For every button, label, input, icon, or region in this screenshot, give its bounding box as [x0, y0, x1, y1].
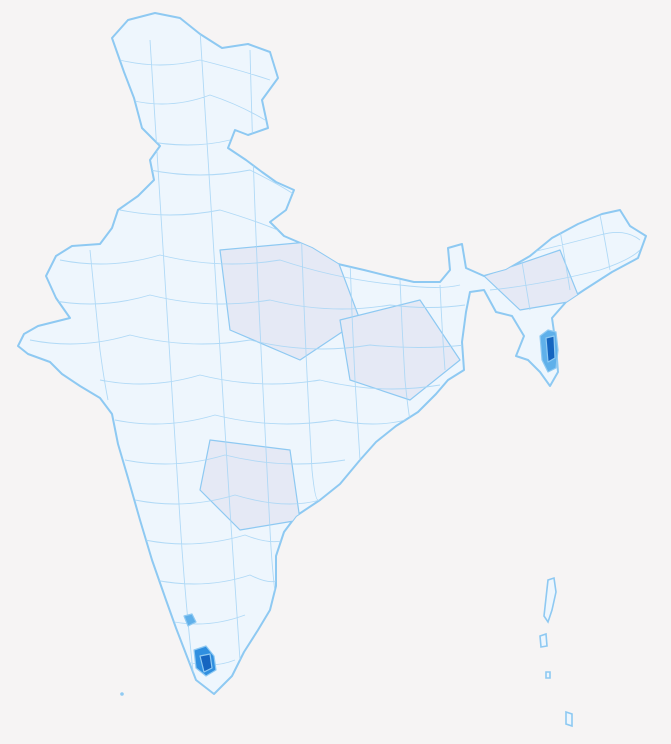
district-grid: [29, 29, 641, 691]
district-fills: [199, 239, 581, 531]
nicobar-islet-1: [545, 671, 551, 679]
andaman-islands: [543, 576, 557, 624]
south-kerala-minor: [183, 613, 197, 627]
andaman-islet: [539, 632, 548, 648]
lakshadweep-dot: [120, 692, 124, 696]
district-borders: [29, 29, 641, 691]
mainland-outline: [17, 12, 647, 695]
islands: [120, 576, 573, 728]
hotspots: [183, 329, 559, 677]
south-kerala-hotspot-core: [199, 653, 213, 673]
region-east-low: [339, 299, 461, 401]
northeast-hotspot-core: [545, 335, 556, 363]
nicobar-islet-2: [565, 710, 573, 728]
